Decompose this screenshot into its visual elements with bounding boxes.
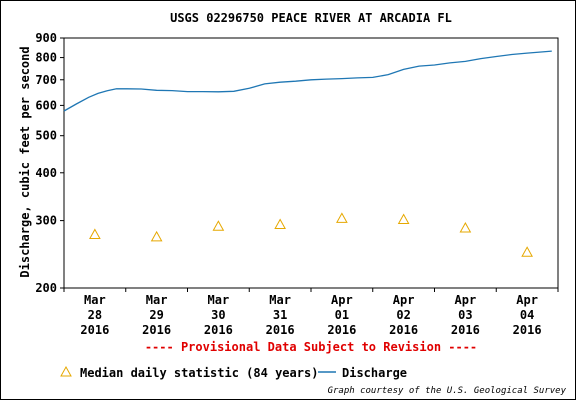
series-layer (63, 50, 552, 257)
discharge-series-line (63, 50, 552, 112)
median-point (89, 228, 101, 239)
median-point (397, 213, 410, 225)
plot-area (63, 37, 559, 289)
x-tick-label-year: 2016 (327, 323, 356, 337)
x-tick-label-year: 2016 (80, 323, 109, 337)
y-tick-label: 200 (35, 281, 57, 295)
y-tick-label: 700 (35, 73, 57, 87)
x-tick-label-day: 01 (335, 308, 349, 322)
median-point (274, 218, 286, 230)
x-tick-label-day: 04 (520, 308, 534, 322)
x-tick-label-year: 2016 (451, 323, 480, 337)
x-tick-label-month: Apr (393, 293, 415, 307)
y-tick-label: 400 (35, 166, 57, 180)
x-tick-label-month: Mar (269, 293, 291, 307)
x-tick-label-month: Mar (146, 293, 168, 307)
x-axis: Mar282016Mar292016Mar302016Mar312016Apr0… (63, 288, 559, 337)
y-tick-label: 300 (35, 214, 57, 228)
x-tick-label-month: Apr (516, 293, 538, 307)
median-point (212, 220, 225, 231)
x-tick-label-day: 30 (211, 308, 225, 322)
x-tick-label-year: 2016 (142, 323, 171, 337)
legend: Median daily statistic (84 years) Discha… (60, 365, 407, 380)
x-tick-label-day: 03 (458, 308, 472, 322)
y-axis-label: Discharge, cubic feet per second (18, 46, 32, 277)
credit-text: Graph courtesy of the U.S. Geological Su… (328, 386, 567, 396)
x-tick-label-year: 2016 (266, 323, 295, 337)
chart-title: USGS 02296750 PEACE RIVER AT ARCADIA FL (170, 11, 452, 25)
legend-median-label: Median daily statistic (84 years) (80, 366, 318, 380)
provisional-notice: ---- Provisional Data Subject to Revisio… (145, 340, 477, 354)
x-tick-label-year: 2016 (204, 323, 233, 337)
x-tick-label-year: 2016 (389, 323, 418, 337)
y-tick-label: 600 (35, 98, 57, 112)
x-tick-label-day: 28 (88, 308, 102, 322)
x-tick-label-month: Mar (84, 293, 106, 307)
x-tick-label-year: 2016 (513, 323, 542, 337)
y-tick-label: 900 (35, 31, 57, 45)
x-tick-label-month: Mar (208, 293, 230, 307)
x-tick-label-day: 02 (396, 308, 410, 322)
x-tick-label-month: Apr (331, 293, 353, 307)
median-point (150, 230, 163, 242)
y-tick-label: 800 (35, 51, 57, 65)
x-tick-label-month: Apr (455, 293, 477, 307)
y-tick-label: 500 (35, 129, 57, 143)
legend-discharge-label: Discharge (342, 366, 407, 380)
x-tick-label-day: 29 (149, 308, 163, 322)
y-axis: 900 800 700 600 500 400 300 200 (35, 31, 64, 295)
median-point (521, 246, 533, 257)
legend-median-marker (60, 365, 72, 377)
median-point (336, 212, 348, 223)
median-point (459, 221, 472, 233)
x-tick-label-day: 31 (273, 308, 287, 322)
